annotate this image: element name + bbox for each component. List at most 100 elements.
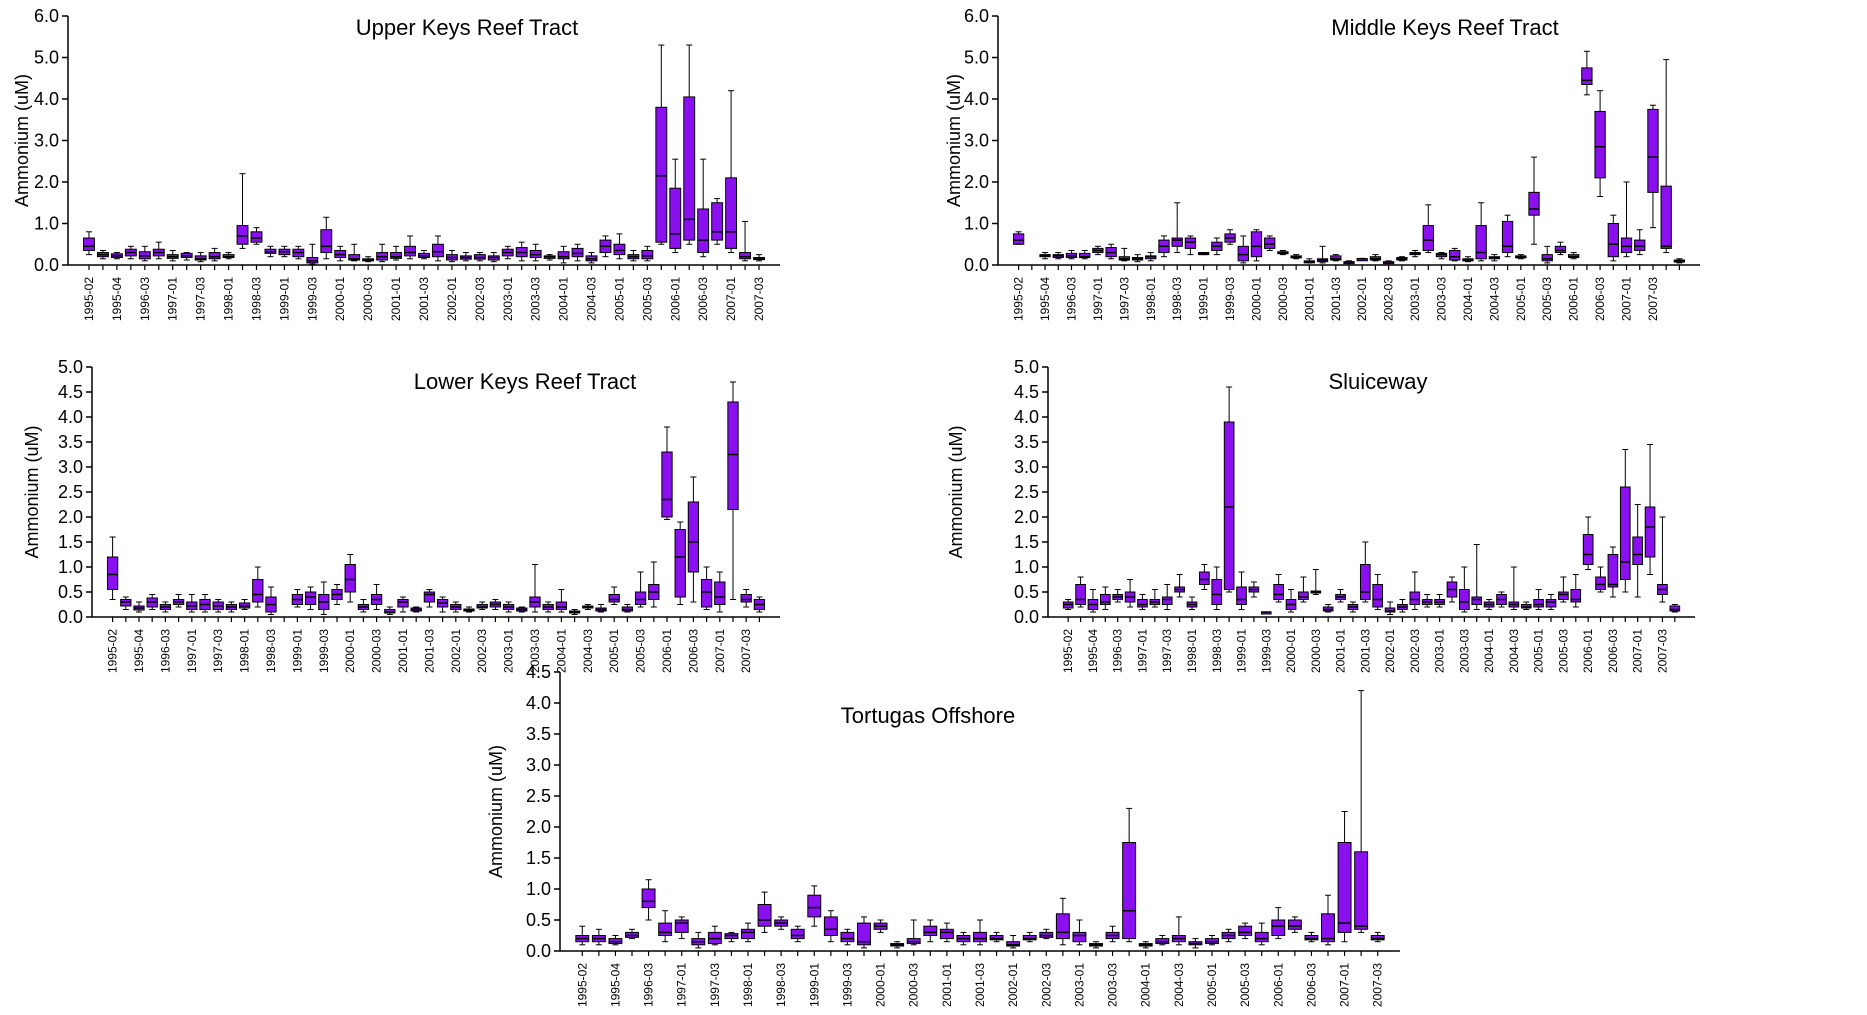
box-plot bbox=[152, 241, 165, 260]
y-tick-label: 3.5 bbox=[58, 432, 83, 452]
box-plot bbox=[423, 589, 436, 608]
x-tick-label: 2004-01 bbox=[1139, 963, 1153, 1007]
iqr-box bbox=[989, 935, 1004, 941]
box-plot bbox=[890, 941, 905, 949]
iqr-box bbox=[390, 252, 403, 259]
x-tick-label: 2001-03 bbox=[417, 277, 431, 321]
x-tick-label: 2000-01 bbox=[333, 277, 347, 321]
y-tick-label: 0.0 bbox=[58, 607, 83, 627]
box-plot bbox=[1303, 258, 1316, 264]
iqr-box bbox=[320, 229, 333, 254]
box-plot bbox=[463, 606, 475, 613]
box-plot bbox=[362, 256, 375, 263]
box-plot bbox=[278, 245, 291, 258]
box-plot bbox=[1422, 204, 1434, 254]
x-tick-label: 2007-01 bbox=[1631, 629, 1645, 673]
y-tick-label: 4.0 bbox=[34, 89, 59, 109]
box-plot bbox=[344, 554, 356, 603]
x-tick-label: 1998-01 bbox=[222, 277, 236, 321]
box-plot bbox=[707, 925, 722, 946]
box-plot bbox=[384, 606, 396, 615]
box-plot bbox=[1285, 589, 1297, 613]
x-tick-label: 2001-01 bbox=[1334, 629, 1348, 673]
box-plot bbox=[1092, 245, 1104, 256]
y-tick-label: 0.5 bbox=[526, 910, 551, 930]
iqr-box bbox=[1184, 237, 1197, 249]
x-tick-label: 1999-01 bbox=[1235, 629, 1249, 673]
box-plot bbox=[655, 44, 668, 245]
box-plot bbox=[648, 561, 660, 608]
x-tick-label: 2004-01 bbox=[554, 629, 568, 673]
iqr-box bbox=[1137, 599, 1148, 608]
x-tick-label: 1999-01 bbox=[290, 629, 304, 673]
chart-panel: Upper Keys Reef Tract Ammonium (uM) 0.0 1.0… bbox=[12, 6, 780, 321]
box-plot bbox=[502, 601, 515, 613]
y-tick-label: 4.5 bbox=[58, 382, 83, 402]
x-tick-label: 2002-03 bbox=[1039, 963, 1053, 1007]
x-tick-label: 2000-03 bbox=[1276, 277, 1290, 321]
box-plot bbox=[1304, 931, 1319, 943]
box-plot bbox=[199, 594, 211, 613]
x-tick-label: 2001-03 bbox=[973, 963, 987, 1007]
box-plot bbox=[691, 931, 706, 949]
box-plot bbox=[331, 584, 343, 605]
x-tick-label: 2006-01 bbox=[660, 629, 674, 673]
y-tick-label: 1.0 bbox=[34, 214, 59, 234]
x-tick-label: 1996-03 bbox=[158, 629, 172, 673]
box-plot bbox=[1568, 252, 1580, 260]
x-tick-label: 2006-03 bbox=[1593, 277, 1607, 321]
x-tick-label: 2004-03 bbox=[1507, 629, 1521, 673]
box-plot bbox=[186, 594, 198, 613]
iqr-box bbox=[1171, 237, 1183, 247]
y-tick-label: 2.5 bbox=[58, 482, 83, 502]
y-tick-label: 0.0 bbox=[526, 941, 551, 961]
x-tick-label: 1995-04 bbox=[1038, 277, 1052, 321]
box-plot bbox=[476, 601, 488, 610]
x-tick-label: 2007-01 bbox=[1338, 963, 1352, 1007]
iqr-box bbox=[571, 247, 584, 258]
y-tick-label: 0.0 bbox=[1014, 607, 1039, 627]
box-plot bbox=[585, 252, 598, 264]
box-plot bbox=[1335, 589, 1346, 603]
box-plot bbox=[1062, 599, 1074, 610]
box-plot bbox=[264, 245, 277, 258]
box-plot bbox=[661, 426, 673, 520]
box-plot bbox=[1260, 611, 1272, 615]
box-plot bbox=[634, 571, 647, 608]
x-tick-label: 1996-03 bbox=[1111, 629, 1125, 673]
x-tick-label: 2000-01 bbox=[874, 963, 888, 1007]
iqr-box bbox=[727, 401, 739, 510]
box-plot bbox=[501, 245, 514, 260]
y-tick-label: 3.0 bbox=[964, 131, 989, 151]
box-plot bbox=[599, 235, 612, 258]
iqr-box bbox=[1594, 110, 1606, 179]
box-plot bbox=[1158, 235, 1170, 258]
iqr-box bbox=[1321, 913, 1335, 943]
box-plot bbox=[1287, 916, 1302, 933]
y-tick-label: 3.0 bbox=[34, 131, 59, 151]
box-plot bbox=[1434, 594, 1445, 608]
box-plot bbox=[1316, 245, 1329, 264]
iqr-box bbox=[348, 254, 361, 261]
x-tick-label: 1995-04 bbox=[110, 277, 124, 321]
iqr-box bbox=[1533, 599, 1544, 608]
iqr-box bbox=[641, 249, 654, 260]
iqr-box bbox=[1595, 576, 1606, 590]
y-tick-label: 3.0 bbox=[58, 457, 83, 477]
iqr-box bbox=[923, 925, 938, 937]
box-plot bbox=[1384, 601, 1396, 615]
box-plot bbox=[1483, 599, 1495, 610]
box-plot bbox=[557, 245, 570, 264]
x-tick-label: 1995-02 bbox=[82, 277, 96, 321]
box-plot bbox=[1264, 235, 1276, 251]
iqr-box bbox=[1236, 586, 1247, 605]
x-tick-label: 2001-03 bbox=[1329, 277, 1343, 321]
box-plot bbox=[418, 249, 430, 260]
box-plot bbox=[674, 916, 689, 940]
chart-title: Sluiceway bbox=[1328, 369, 1427, 394]
y-tick-label: 0.0 bbox=[34, 255, 59, 275]
box-plot bbox=[1277, 249, 1289, 256]
box-plot bbox=[459, 252, 472, 262]
box-plot bbox=[1508, 566, 1520, 610]
